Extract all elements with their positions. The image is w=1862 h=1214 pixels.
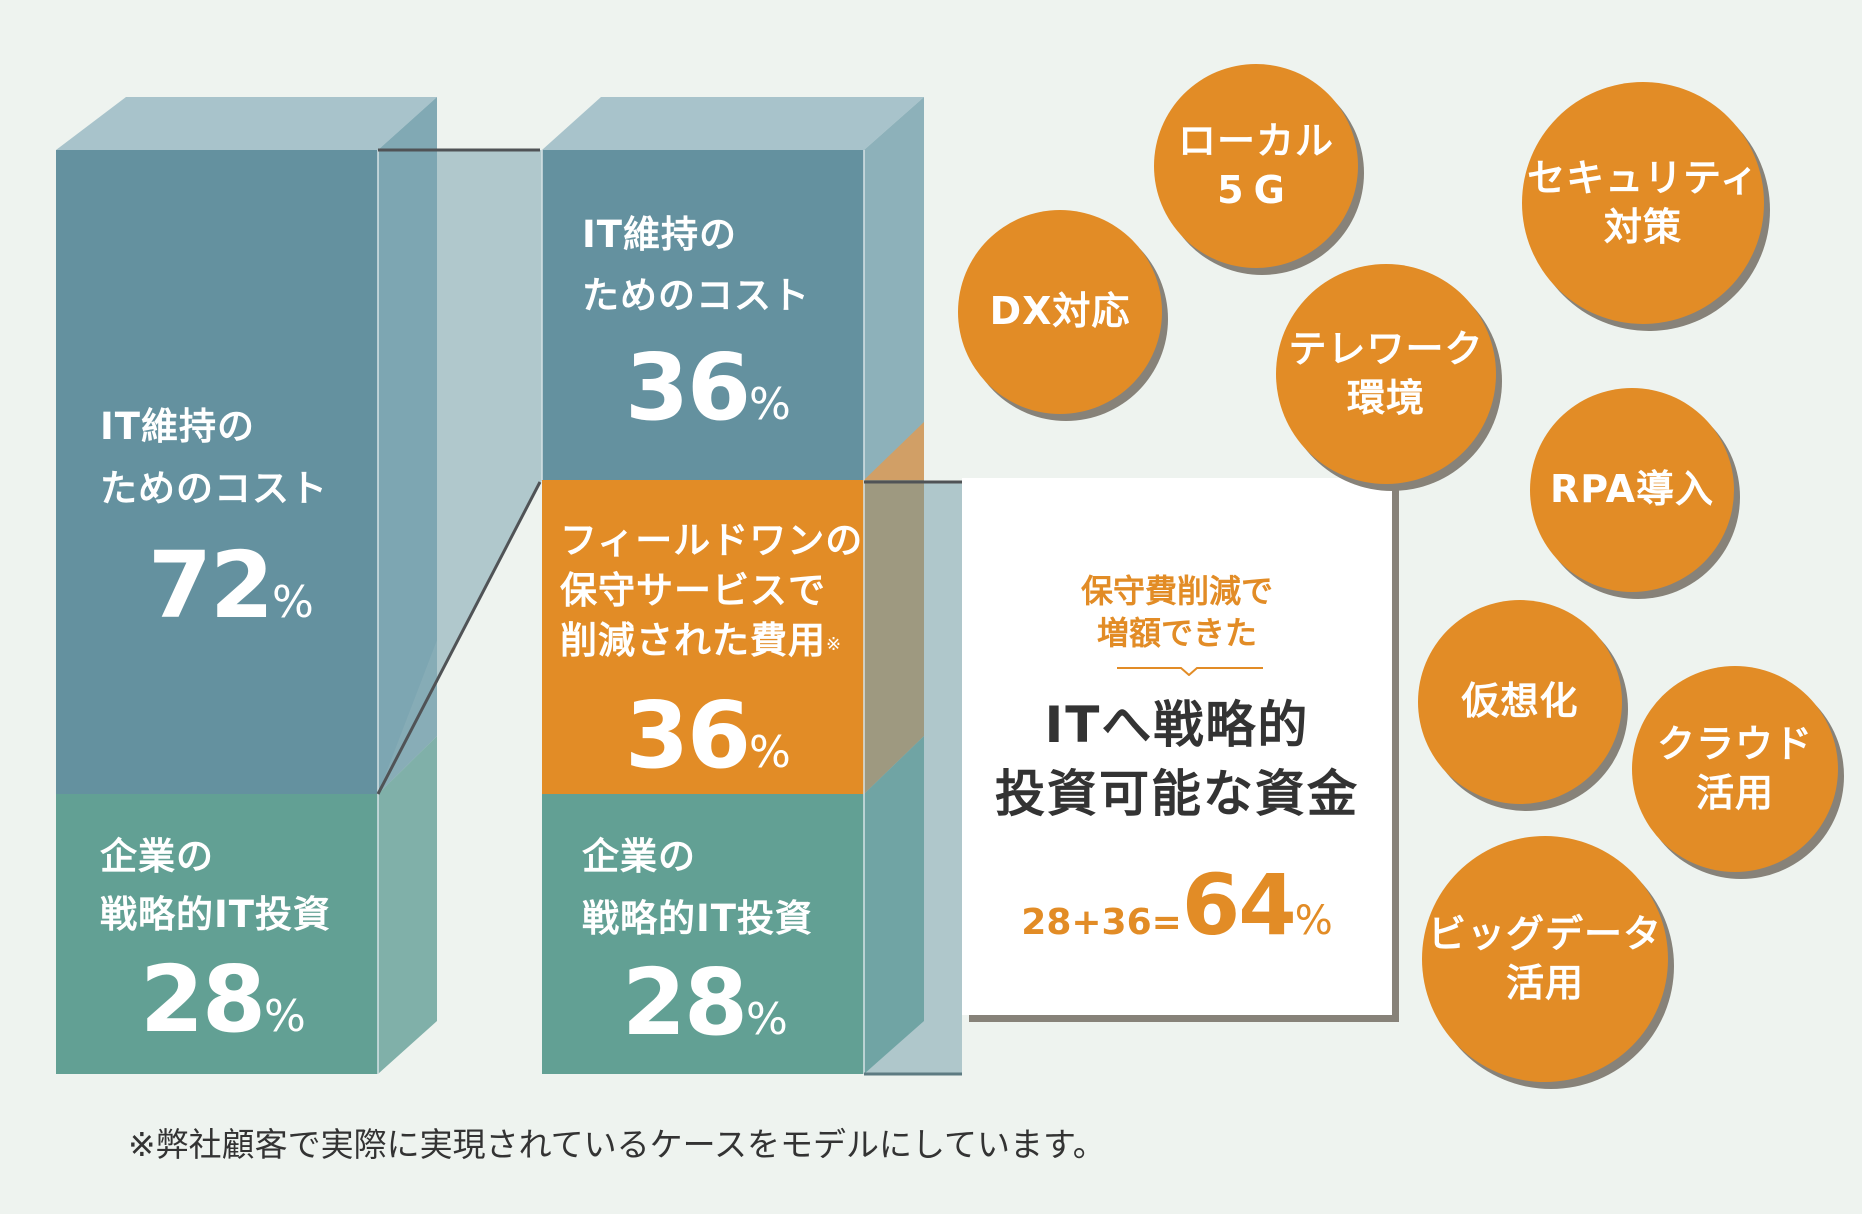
- right-middle-percent: 36: [625, 682, 751, 789]
- right-bar-side-lower: [864, 736, 924, 1074]
- left-bottom-percent: 28: [140, 946, 266, 1053]
- left-bar-top-segment: [56, 150, 378, 794]
- callout-pointer-icon: [1117, 667, 1263, 676]
- bubble-label: 仮想化: [1461, 679, 1579, 724]
- formula-unit: %: [1294, 898, 1333, 944]
- bubble-label: 5G: [1217, 168, 1295, 212]
- right-bottom-label-line1: 企業の: [582, 835, 696, 878]
- title-line2: 投資可能な資金: [995, 765, 1359, 823]
- right-bar-middle-segment: [542, 480, 864, 794]
- bubble-security: セキュリティ 対策: [1522, 82, 1764, 324]
- footnote: ※弊社顧客で実際に実現されているケースをモデルにしています。: [128, 1125, 1106, 1164]
- right-bar-top-segment: [542, 150, 864, 480]
- percent-sign: %: [749, 379, 791, 430]
- left-bottom-label-line1: 企業の: [100, 835, 214, 878]
- percent-sign: %: [749, 727, 791, 778]
- right-bar-side-middle: [864, 480, 924, 794]
- callout-line1: 保守費削減で: [1080, 572, 1273, 610]
- left-bar-side-upper: [378, 97, 437, 794]
- right-bar-bottom-segment: [542, 794, 864, 1074]
- bubble-virtualization: 仮想化: [1418, 600, 1622, 804]
- left-top-value: 72%: [148, 540, 314, 632]
- left-top-label-line2: ためのコスト: [100, 467, 328, 510]
- right-bar-top-face: [542, 97, 924, 150]
- right-middle-label-line3: 削減された費用※: [560, 622, 842, 659]
- bubble-cloud: クラウド 活用: [1632, 666, 1838, 872]
- bubble-label: 活用: [1505, 961, 1584, 1005]
- right-bottom-percent: 28: [622, 949, 748, 1056]
- left-bar-side-mid: [378, 640, 437, 794]
- bubble-label: ローカル: [1177, 118, 1334, 163]
- bubble-label: 活用: [1695, 771, 1774, 815]
- right-top-label-line2: ためのコスト: [582, 274, 810, 317]
- bubble-label: セキュリティ: [1527, 155, 1759, 200]
- right-top-label-line1: IT維持の: [582, 213, 738, 256]
- right-middle-label-line2: 保守サービスで: [560, 569, 826, 612]
- bubble-local-5g: ローカル 5G: [1154, 64, 1358, 268]
- bubble-rpa: RPA導入: [1530, 388, 1734, 592]
- percent-sign: %: [746, 994, 788, 1045]
- bubble-label: DX対応: [989, 289, 1131, 334]
- percent-sign: %: [264, 991, 306, 1042]
- callout-line2: 増額できた: [1096, 614, 1257, 652]
- bubble-dx: DX対応: [958, 210, 1162, 414]
- formula-prefix: 28+36=: [1021, 902, 1182, 943]
- footnote-mark: ※: [826, 634, 843, 655]
- left-bar-bottom-segment: [56, 794, 378, 1074]
- right-top-percent: 36: [625, 334, 751, 441]
- bubble-big-data: ビッグデータ 活用: [1422, 836, 1668, 1082]
- right-bottom-value: 28%: [622, 957, 788, 1049]
- right-bottom-label-line2: 戦略的IT投資: [582, 897, 814, 940]
- bubble-label: RPA導入: [1549, 467, 1715, 512]
- left-top-label-line1: IT維持の: [100, 405, 256, 448]
- formula: 28+36=64%: [962, 856, 1392, 954]
- right-top-value: 36%: [625, 342, 791, 434]
- right-bar-side-upper: [864, 97, 924, 480]
- bubble-label: テレワーク: [1288, 326, 1484, 371]
- title-line1: ITへ戦略的: [1044, 696, 1310, 754]
- left-top-percent: 72: [148, 532, 274, 639]
- right-middle-value: 36%: [625, 690, 791, 782]
- left-bar-side-lower: [378, 736, 437, 1074]
- left-bottom-value: 28%: [140, 954, 306, 1046]
- percent-sign: %: [272, 577, 314, 628]
- bubble-label: ビッグデータ: [1427, 911, 1662, 956]
- right-middle-label-text: 削減された費用: [560, 619, 826, 662]
- connector-diagonal-line: [376, 481, 542, 795]
- bubble-label: クラウド: [1656, 721, 1813, 766]
- bubble-label: 環境: [1346, 376, 1425, 420]
- bubble-label: 対策: [1603, 205, 1682, 249]
- formula-value: 64: [1181, 856, 1297, 954]
- right-middle-label-line1: フィールドワンの: [560, 519, 864, 562]
- result-box: 保守費削減で 増額できた ITへ戦略的 投資可能な資金 28+36=64%: [962, 478, 1392, 1015]
- left-bar-top-face: [56, 97, 437, 150]
- right-bar-side-orange: [864, 422, 924, 480]
- bubble-telework: テレワーク 環境: [1276, 264, 1496, 484]
- left-bottom-label-line2: 戦略的IT投資: [100, 893, 332, 936]
